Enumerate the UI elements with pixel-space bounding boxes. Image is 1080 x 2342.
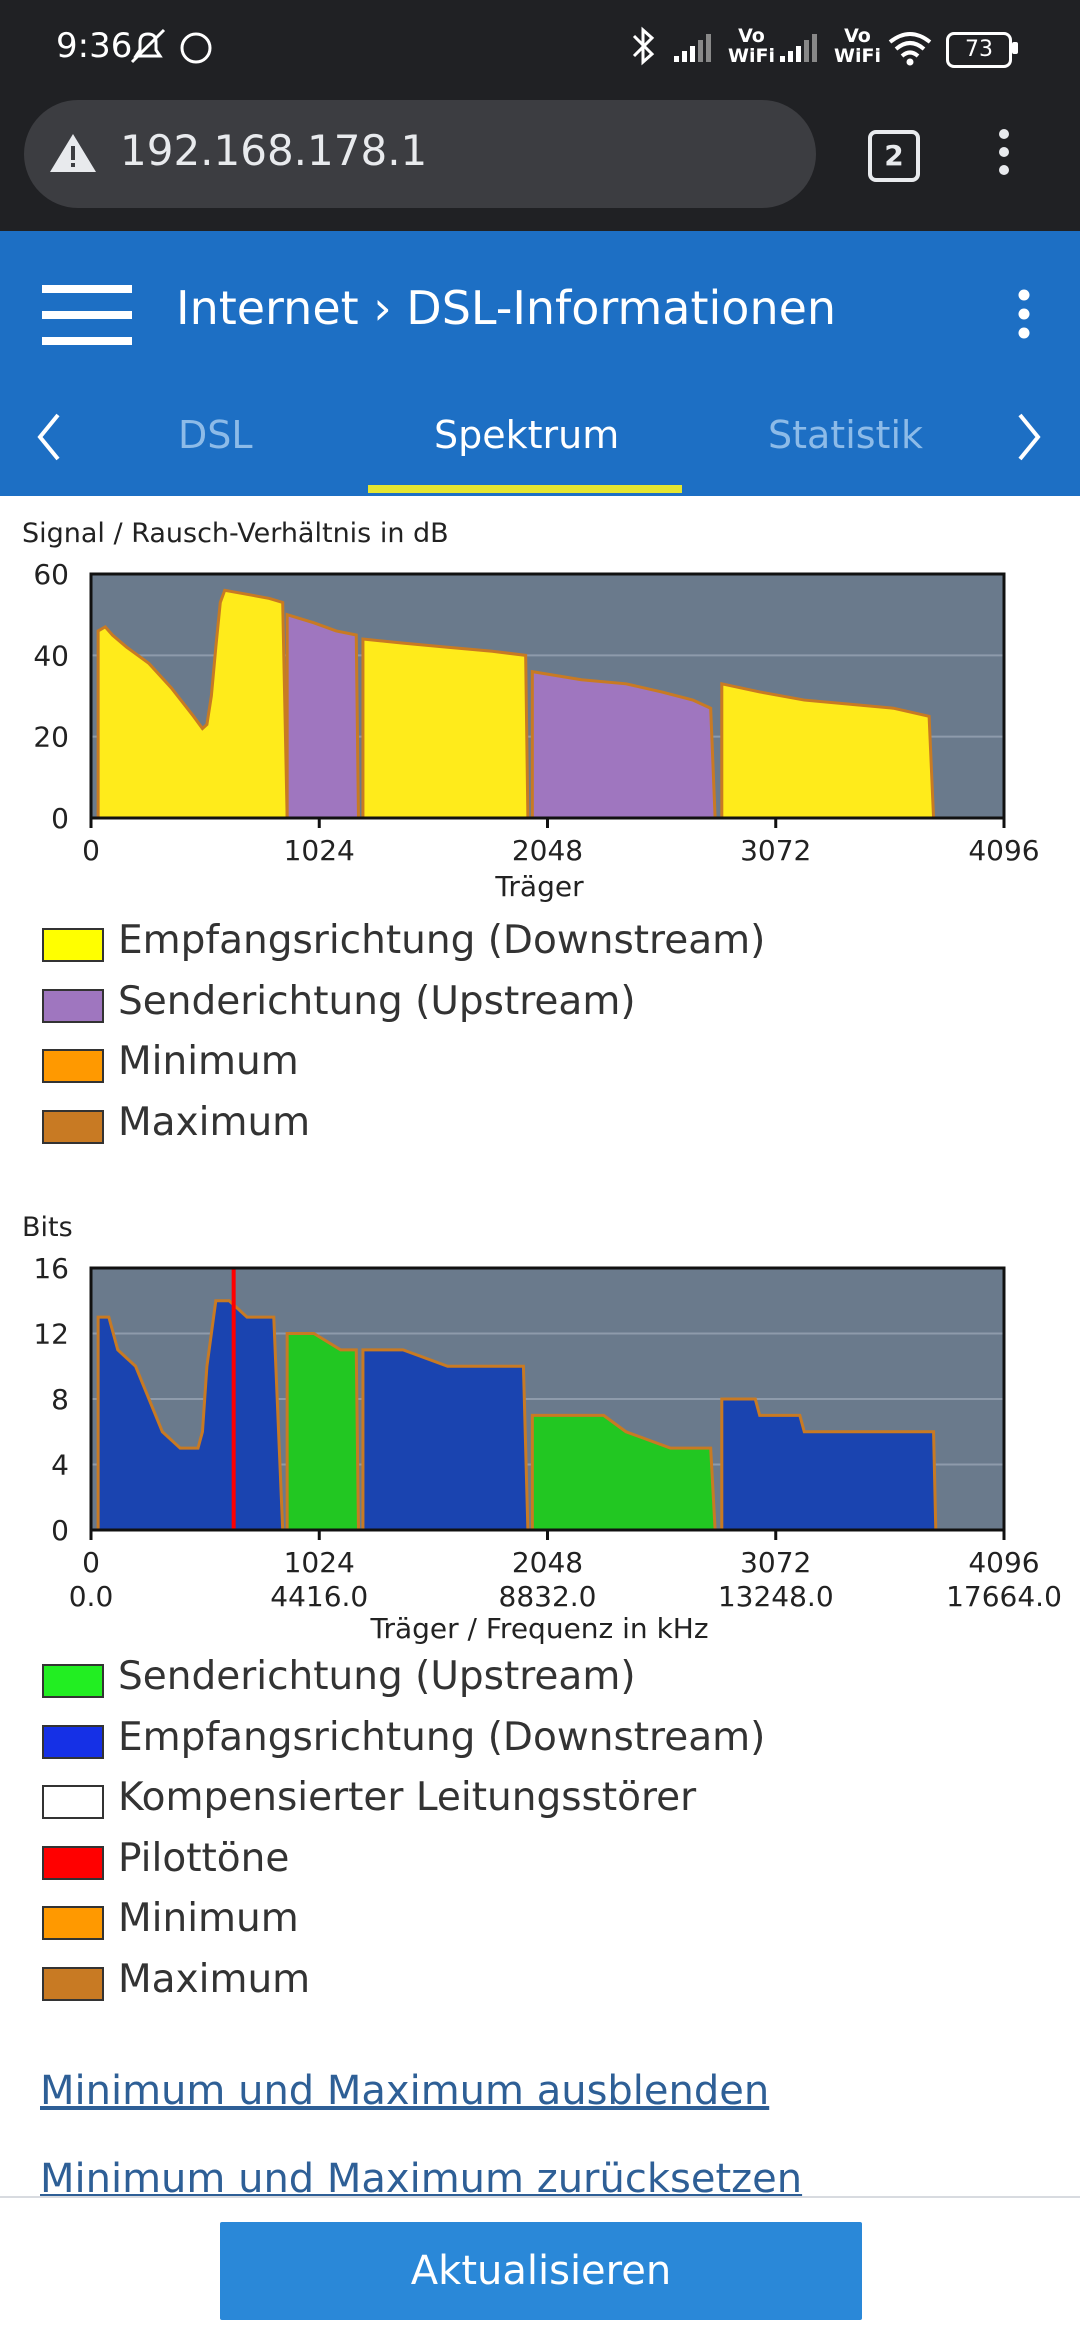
hamburger-menu-icon[interactable] (42, 281, 134, 349)
bits-y-tick: 12 (33, 1318, 69, 1351)
status-time: 9:36 (56, 26, 133, 66)
snr-series-downstream-0 (96, 588, 289, 820)
snr-y-tick: 40 (33, 639, 69, 672)
bits-legend-label: Pilottöne (118, 1835, 290, 1881)
browser-menu-icon[interactable] (996, 126, 1012, 182)
bluetooth-icon (632, 26, 655, 66)
vowifi-icon: Vo WiFi (728, 25, 775, 67)
snr-x-tick: 2048 (512, 834, 583, 867)
bits-x-tick: 1024 (284, 1546, 355, 1579)
signal-icon (674, 34, 711, 62)
bits-series-upstream-3 (530, 1413, 717, 1532)
circle-icon (180, 32, 212, 64)
snr-legend-label: Maximum (118, 1099, 311, 1145)
tab-statistik[interactable]: Statistik (768, 413, 924, 457)
bits-x-label: Träger / Frequenz in kHz (369, 1612, 708, 1645)
app-header: Internet › DSL-Informationen DSL Spektru… (0, 231, 1080, 496)
bits-series-downstream-4 (720, 1397, 938, 1532)
bits-legend-label: Minimum (118, 1896, 299, 1942)
app-menu-icon[interactable] (1016, 287, 1032, 343)
chevron-left-icon[interactable] (34, 411, 64, 467)
bits-series-downstream-0 (96, 1299, 285, 1532)
chevron-right-icon[interactable] (1014, 411, 1044, 467)
snr-x-tick: 4096 (968, 834, 1039, 867)
bits-y-tick: 16 (33, 1254, 69, 1285)
bits-legend-swatch (42, 1724, 104, 1759)
battery-level: 73 (965, 37, 993, 62)
bits-legend-label: Maximum (118, 1957, 311, 2002)
bits-legend-swatch (42, 1967, 104, 2001)
snr-x-label: Träger (494, 870, 584, 903)
bits-chart: 16 12 8 4 00 1024 2048 3072 4096 0.0 4416.0 8832.0 1… (33, 1254, 1062, 1645)
bits-legend-swatch (42, 1785, 104, 1820)
bits-x-tick: 4096 (968, 1546, 1039, 1579)
url-text[interactable]: 192.168.178.1 (120, 126, 428, 175)
snr-series-upstream-1 (285, 612, 360, 820)
address-bar[interactable]: 192.168.178.1 (24, 100, 816, 208)
bits-x-freq-tick: 0.0 (69, 1580, 114, 1613)
bits-x-freq-tick: 4416.0 (270, 1580, 368, 1613)
bits-legend-swatch (42, 1664, 104, 1698)
bits-legend-label: Senderichtung (Upstream) (118, 1654, 636, 1699)
warning-icon[interactable] (48, 130, 98, 174)
status-bar: 9:36 Vo WiFi Vo WiFi 73 (0, 0, 1080, 96)
snr-chart: 60 40 20 00 1024 2048 3072 4096 Träger (33, 560, 1039, 903)
snr-series-upstream-3 (530, 669, 717, 820)
snr-legend-label: Senderichtung (Upstream) (118, 978, 636, 1024)
hide-minmax-link[interactable]: Minimum und Maximum ausblenden (40, 2068, 770, 2114)
tab-dsl[interactable]: DSL (178, 413, 253, 457)
bits-legend-label: Empfangsrichtung (Downstream) (118, 1714, 766, 1760)
refresh-button[interactable]: Aktualisieren (220, 2222, 862, 2320)
snr-x-tick: 3072 (740, 834, 811, 867)
bits-x-freq-tick: 13248.0 (718, 1580, 834, 1613)
snr-series-downstream-4 (720, 681, 936, 820)
bottom-bar: Aktualisieren (0, 2196, 1080, 2342)
snr-x-tick: 0 (82, 834, 100, 867)
tab-switcher-button[interactable]: 2 (868, 130, 920, 182)
snr-series-downstream-2 (361, 637, 530, 820)
bits-legend-swatch (42, 1845, 104, 1880)
wifi-icon (888, 32, 932, 66)
tab-spektrum[interactable]: Spektrum (434, 413, 620, 457)
bits-y-tick: 4 (51, 1449, 69, 1482)
bits-y-tick: 8 (51, 1383, 69, 1416)
snr-legend-swatch (42, 928, 104, 962)
mute-bell-icon (130, 28, 166, 64)
snr-y-tick: 60 (33, 560, 69, 591)
snr-legend-swatch (42, 1109, 104, 1144)
signal-icon (780, 34, 817, 62)
bits-legend-label: Kompensierter Leitungsstörer (118, 1775, 697, 1821)
bits-x-tick: 2048 (512, 1546, 583, 1579)
bits-series-downstream-2 (361, 1348, 530, 1532)
battery-tip (1012, 42, 1018, 54)
bits-x-tick: 0 (82, 1546, 100, 1579)
bits-legend-swatch (42, 1906, 104, 1941)
snr-legend-swatch (42, 988, 104, 1023)
browser-toolbar: 192.168.178.1 2 (0, 96, 1080, 231)
bits-chart-title: Bits (22, 1212, 73, 1243)
bits-x-freq-tick: 17664.0 (946, 1580, 1062, 1613)
bits-x-tick: 3072 (740, 1546, 811, 1579)
reset-minmax-link[interactable]: Minimum und Maximum zurücksetzen (40, 2156, 803, 2202)
snr-x-tick: 1024 (284, 834, 355, 867)
snr-legend-label: Minimum (118, 1039, 299, 1085)
vowifi-icon: Vo WiFi (834, 25, 881, 67)
active-tab-indicator (368, 485, 682, 493)
page-title: Internet › DSL-Informationen (176, 281, 837, 335)
bits-x-freq-tick: 8832.0 (499, 1580, 597, 1613)
snr-y-tick: 20 (33, 721, 69, 754)
snr-chart-title: Signal / Rausch-Verhältnis in dB (22, 518, 449, 549)
snr-y-tick: 0 (51, 802, 69, 835)
tab-bar: DSL Spektrum Statistik (0, 371, 1080, 496)
snr-legend-swatch (42, 1049, 104, 1084)
battery-icon: 73 (946, 32, 1012, 68)
snr-legend-label: Empfangsrichtung (Downstream) (118, 918, 766, 963)
bits-y-tick: 0 (51, 1514, 69, 1547)
bits-series-upstream-1 (285, 1332, 360, 1532)
